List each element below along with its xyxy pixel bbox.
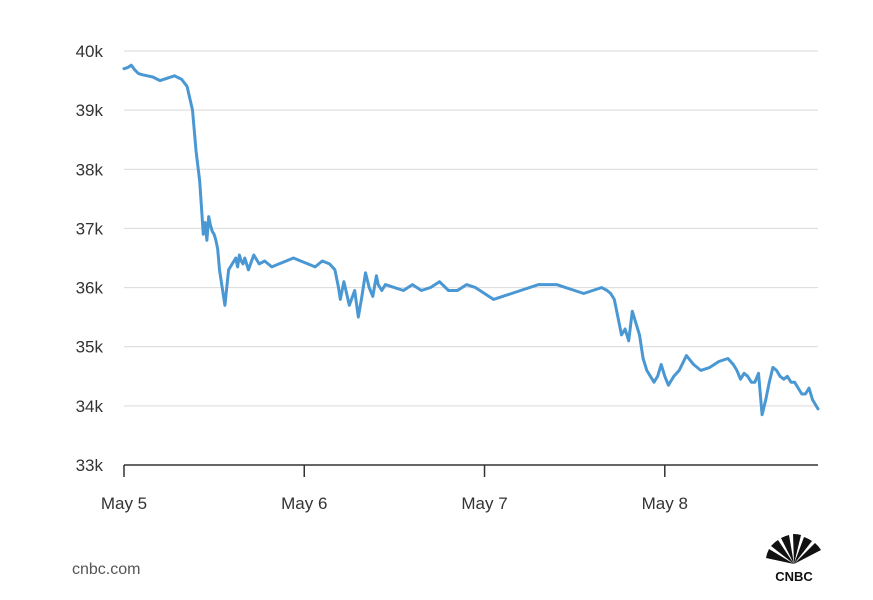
y-tick-label: 39k bbox=[76, 101, 104, 120]
x-axis-tick-labels: May 5 May 6 May 7 May 8 bbox=[101, 494, 688, 513]
y-tick-label: 37k bbox=[76, 219, 104, 238]
x-tick-label: May 7 bbox=[461, 494, 507, 513]
source-label: cnbc.com bbox=[72, 561, 141, 578]
y-tick-label: 33k bbox=[76, 456, 104, 475]
y-tick-label: 38k bbox=[76, 160, 104, 179]
x-tick-label: May 5 bbox=[101, 494, 147, 513]
y-tick-label: 40k bbox=[76, 42, 104, 61]
gridlines bbox=[124, 50, 818, 407]
svg-text:CNBC: CNBC bbox=[775, 569, 813, 584]
series-layer bbox=[122, 63, 820, 417]
y-tick-label: 35k bbox=[76, 338, 104, 357]
x-axis bbox=[123, 464, 818, 477]
y-tick-label: 36k bbox=[76, 279, 104, 298]
series-line bbox=[122, 63, 820, 417]
x-tick-label: May 8 bbox=[642, 494, 688, 513]
y-axis-tick-labels: 33k 34k 35k 36k 37k 38k 39k 40k bbox=[76, 42, 104, 475]
x-tick-label: May 6 bbox=[281, 494, 327, 513]
cnbc-peacock-logo-icon: CNBC bbox=[766, 534, 821, 584]
y-tick-label: 34k bbox=[76, 397, 104, 416]
